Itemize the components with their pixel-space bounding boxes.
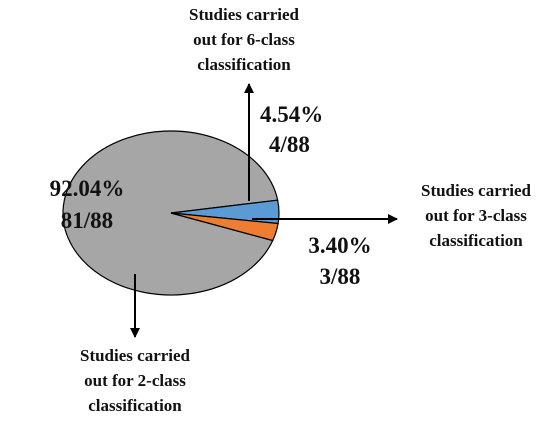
fraction-label-6-class: 4/88 xyxy=(269,132,310,157)
fraction-label-2-class: 81/88 xyxy=(61,208,113,233)
caption-6-class-line1: Studies carried xyxy=(189,5,300,24)
caption-6-class-line2: out for 6-class xyxy=(193,30,295,49)
caption-2-class-line1: Studies carried xyxy=(80,346,191,365)
slice-3-class xyxy=(170,212,279,242)
caption-3-class-line2: out for 3-class xyxy=(425,206,527,225)
caption-2-class-line2: out for 2-class xyxy=(84,371,186,390)
caption-3-class-line1: Studies carried xyxy=(421,181,532,200)
percent-label-6-class: 4.54% xyxy=(260,102,323,127)
slice-2-class xyxy=(62,130,279,296)
caption-6-class-line3: classification xyxy=(197,55,291,74)
percent-label-3-class: 3.40% xyxy=(308,233,371,258)
caption-3-class-line3: classification xyxy=(429,231,523,250)
percent-label-2-class: 92.04% xyxy=(50,176,125,201)
fraction-label-3-class: 3/88 xyxy=(320,264,361,289)
caption-2-class-line3: classification xyxy=(88,396,182,415)
